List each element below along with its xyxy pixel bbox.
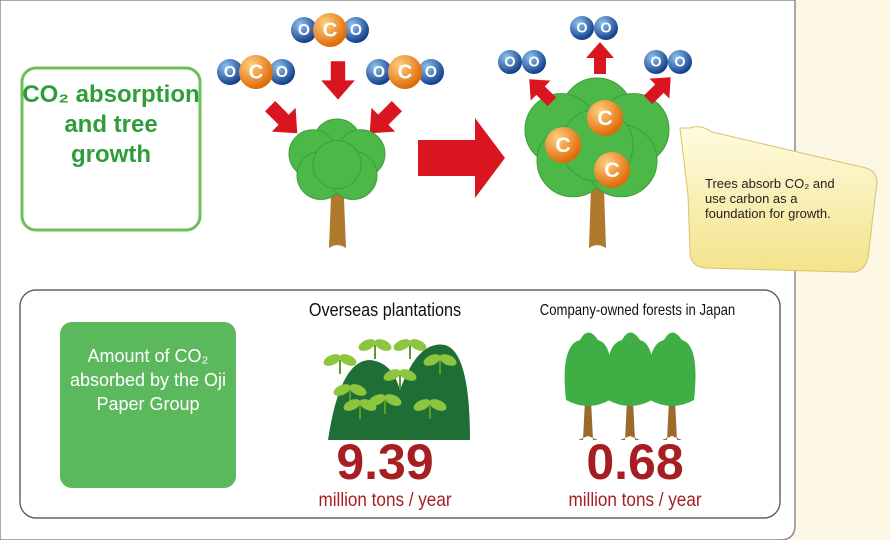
atom-label: O [674, 55, 685, 71]
item-name: Overseas plantations [282, 300, 489, 321]
atom-label: C [249, 61, 264, 83]
atom-label: O [504, 55, 515, 71]
item-value: 0.68 [535, 437, 735, 487]
atom-label: O [425, 64, 437, 81]
summary-label: Amount of CO₂ absorbed by the Oji Paper … [66, 344, 230, 416]
atom-label: O [224, 64, 236, 81]
atom-label: O [650, 55, 661, 71]
atom-label: C [597, 105, 613, 130]
atom-label: C [398, 61, 413, 83]
atom-label: O [276, 64, 288, 81]
atom-label: O [298, 22, 310, 39]
atom-label: C [555, 132, 571, 157]
diagram-title: CO₂ absorption and tree growth [22, 80, 200, 170]
atom-label: O [373, 64, 385, 81]
atom-label: C [604, 157, 620, 182]
atom-label: O [600, 21, 611, 37]
item-name: Company-owned forests in Japan [533, 302, 742, 320]
item-unit: million tons / year [532, 490, 739, 512]
atom-label: O [528, 55, 539, 71]
infographic: OOCOOCOOCCCCOOOOOO CO₂ absorption and tr… [0, 0, 890, 540]
atom-label: O [576, 21, 587, 37]
canopy [313, 141, 361, 189]
item-value: 9.39 [285, 437, 485, 487]
atom-label: C [323, 19, 338, 41]
callout-text: Trees absorb CO₂ and use carbon as a fou… [705, 176, 837, 221]
item-unit: million tons / year [282, 490, 489, 512]
atom-label: O [350, 22, 362, 39]
